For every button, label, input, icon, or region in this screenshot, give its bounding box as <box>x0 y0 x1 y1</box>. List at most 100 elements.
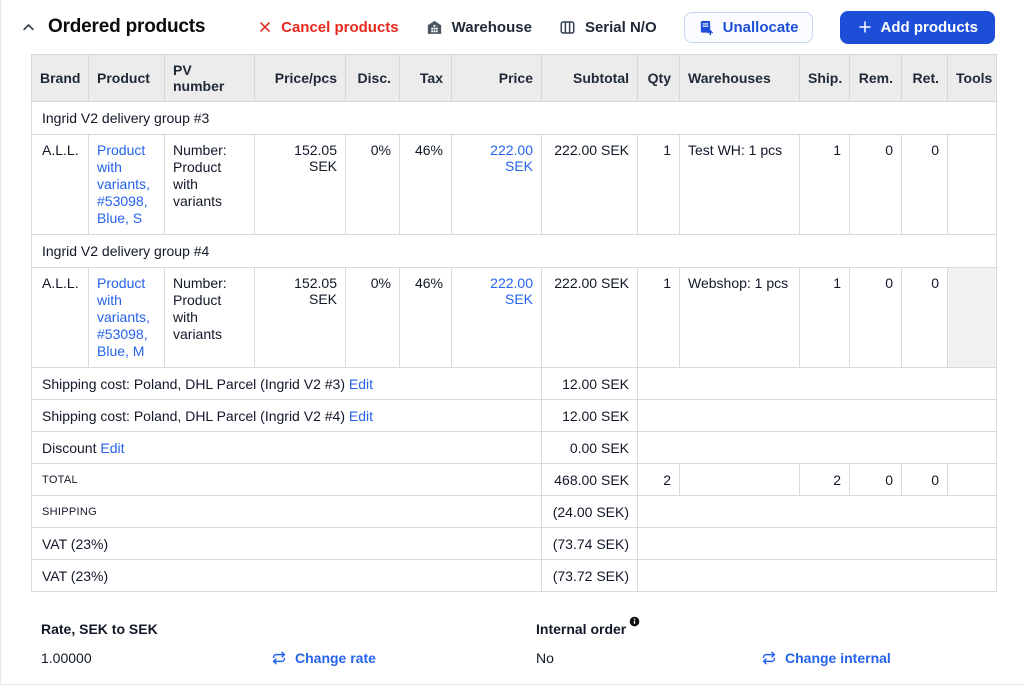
x-icon <box>258 20 272 34</box>
info-icon[interactable] <box>629 616 640 627</box>
col-rem: Rem. <box>849 54 902 102</box>
total-rem: 0 <box>849 463 902 496</box>
pv-number-cell: Number: Product with variants <box>164 134 255 235</box>
shipping-cost-label-cell: Shipping cost: Poland, DHL Parcel (Ingri… <box>31 399 542 432</box>
col-price-pcs: Price/pcs <box>254 54 346 102</box>
ret-cell: 0 <box>901 134 948 235</box>
warehouses-cell: Test WH: 1 pcs <box>679 134 800 235</box>
serial-no-button[interactable]: Serial N/O <box>559 19 657 36</box>
price-cell: 222.00 SEK <box>451 267 542 368</box>
add-products-button[interactable]: Add products <box>839 10 995 44</box>
subtotal-cell: 222.00 SEK <box>541 134 638 235</box>
internal-order-value: No <box>536 650 554 666</box>
shipping-total-value: (24.00 SEK) <box>541 495 638 528</box>
shipping-total-label: SHIPPING <box>31 495 542 528</box>
col-price: Price <box>451 54 542 102</box>
unallocate-button[interactable]: Unallocate <box>683 11 813 43</box>
brand-cell: A.L.L. <box>31 267 89 368</box>
vat-label: VAT (23%) <box>31 527 542 560</box>
col-brand: Brand <box>31 54 89 102</box>
total-value: 468.00 SEK <box>541 463 638 496</box>
panel-footer: Rate, SEK to SEK 1.00000 Change rate Int… <box>41 616 995 666</box>
rate-label: Rate, SEK to SEK <box>41 621 158 637</box>
delivery-group-header: Ingrid V2 delivery group #3 <box>31 101 997 135</box>
empty-cell <box>637 399 997 432</box>
shipping-cost-label-cell: Shipping cost: Poland, DHL Parcel (Ingri… <box>31 367 542 400</box>
rate-value: 1.00000 <box>41 650 92 666</box>
rem-cell: 0 <box>849 134 902 235</box>
edit-shipping-link[interactable]: Edit <box>348 407 373 424</box>
edit-discount-link[interactable]: Edit <box>100 439 125 456</box>
empty-cell <box>679 463 800 496</box>
product-cell: Product with variants, #53098, Blue, S <box>88 134 165 235</box>
price-pcs-cell: 152.05 SEK <box>254 134 346 235</box>
shipping-cost-row: Shipping cost: Poland, DHL Parcel (Ingri… <box>31 367 997 400</box>
table-header-row: Brand Product PV number Price/pcs Disc. … <box>31 54 997 102</box>
col-tools: Tools <box>947 54 997 102</box>
header-actions: Cancel products Warehouse <box>258 10 995 44</box>
empty-cell <box>637 559 997 592</box>
shipping-total-row: SHIPPING (24.00 SEK) <box>31 495 997 528</box>
rem-cell: 0 <box>849 267 902 368</box>
qty-cell: 1 <box>637 134 680 235</box>
col-qty: Qty <box>637 54 680 102</box>
col-tax: Tax <box>399 54 452 102</box>
price-link[interactable]: 222.00 SEK <box>490 275 533 307</box>
tools-cell <box>947 134 997 235</box>
document-arrow-up-icon <box>698 19 715 36</box>
empty-cell <box>637 527 997 560</box>
chevron-up-icon <box>21 20 36 35</box>
total-ret: 0 <box>901 463 948 496</box>
empty-cell <box>637 495 997 528</box>
total-label: TOTAL <box>31 463 542 496</box>
change-internal-link[interactable]: Change internal <box>761 650 891 666</box>
vat-value: (73.72 SEK) <box>541 559 638 592</box>
col-product: Product <box>88 54 165 102</box>
col-warehouses: Warehouses <box>679 54 800 102</box>
empty-cell <box>637 367 997 400</box>
product-link[interactable]: Product with variants, #53098, Blue, M <box>97 275 150 359</box>
warehouses-cell: Webshop: 1 pcs <box>679 267 800 368</box>
col-subtotal: Subtotal <box>541 54 638 102</box>
warehouse-button[interactable]: Warehouse <box>426 19 532 36</box>
col-ship: Ship. <box>799 54 850 102</box>
shipping-cost-row: Shipping cost: Poland, DHL Parcel (Ingri… <box>31 399 997 432</box>
shipping-cost-value: 12.00 SEK <box>541 367 638 400</box>
discount-value: 0.00 SEK <box>541 431 638 464</box>
tools-cell <box>947 267 997 368</box>
col-ret: Ret. <box>901 54 948 102</box>
ret-cell: 0 <box>901 267 948 368</box>
vat-row: VAT (23%) (73.74 SEK) <box>31 527 997 560</box>
collapse-panel-button[interactable] <box>19 18 37 36</box>
ship-cell: 1 <box>799 267 850 368</box>
table-row: A.L.L. Product with variants, #53098, Bl… <box>31 267 997 368</box>
panel-header: Ordered products Cancel products <box>1 0 1024 54</box>
vat-label: VAT (23%) <box>31 559 542 592</box>
subtotal-cell: 222.00 SEK <box>541 267 638 368</box>
change-rate-link[interactable]: Change rate <box>271 650 376 666</box>
plus-icon <box>857 19 873 35</box>
tax-cell: 46% <box>399 134 452 235</box>
pv-number-cell: Number: Product with variants <box>164 267 255 368</box>
rate-section: Rate, SEK to SEK 1.00000 Change rate <box>41 621 536 666</box>
repeat-arrows-icon <box>271 650 287 666</box>
price-cell: 222.00 SEK <box>451 134 542 235</box>
vat-value: (73.74 SEK) <box>541 527 638 560</box>
discount-label-cell: Discount Edit <box>31 431 542 464</box>
discount-row: Discount Edit 0.00 SEK <box>31 431 997 464</box>
product-cell: Product with variants, #53098, Blue, M <box>88 267 165 368</box>
total-row: TOTAL 468.00 SEK 2 2 0 0 <box>31 463 997 496</box>
cancel-products-button[interactable]: Cancel products <box>258 19 399 36</box>
qty-cell: 1 <box>637 267 680 368</box>
vat-row: VAT (23%) (73.72 SEK) <box>31 559 997 592</box>
serial-columns-icon <box>559 19 576 36</box>
price-link[interactable]: 222.00 SEK <box>490 142 533 174</box>
empty-cell <box>947 463 997 496</box>
disc-cell: 0% <box>345 267 400 368</box>
repeat-arrows-icon <box>761 650 777 666</box>
tax-cell: 46% <box>399 267 452 368</box>
edit-shipping-link[interactable]: Edit <box>348 375 373 392</box>
product-link[interactable]: Product with variants, #53098, Blue, S <box>97 142 150 226</box>
page-title: Ordered products <box>48 16 206 37</box>
